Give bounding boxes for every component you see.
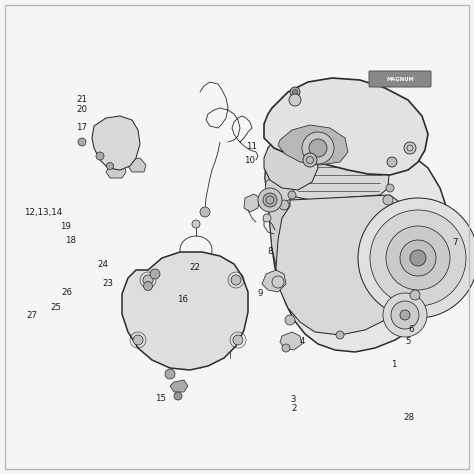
Circle shape bbox=[258, 188, 282, 212]
Circle shape bbox=[386, 151, 394, 159]
Polygon shape bbox=[264, 78, 428, 175]
Circle shape bbox=[352, 129, 360, 137]
Text: 5: 5 bbox=[406, 337, 411, 346]
Text: 23: 23 bbox=[102, 279, 114, 288]
Circle shape bbox=[309, 139, 327, 157]
Circle shape bbox=[288, 191, 296, 199]
Circle shape bbox=[263, 193, 277, 207]
Text: 26: 26 bbox=[61, 289, 72, 297]
Polygon shape bbox=[265, 130, 450, 352]
Circle shape bbox=[144, 282, 153, 291]
Polygon shape bbox=[262, 270, 286, 292]
Circle shape bbox=[285, 315, 295, 325]
Text: 19: 19 bbox=[60, 222, 71, 231]
Circle shape bbox=[383, 195, 393, 205]
Text: MAGNUM: MAGNUM bbox=[386, 76, 414, 82]
Text: 25: 25 bbox=[50, 303, 62, 311]
Circle shape bbox=[78, 138, 86, 146]
Polygon shape bbox=[280, 332, 302, 350]
Text: 22: 22 bbox=[190, 263, 201, 272]
Text: 4: 4 bbox=[300, 337, 305, 346]
Text: 1: 1 bbox=[391, 361, 396, 369]
Polygon shape bbox=[286, 132, 390, 200]
Polygon shape bbox=[264, 134, 318, 190]
Polygon shape bbox=[128, 158, 146, 172]
Text: 20: 20 bbox=[76, 106, 87, 114]
Text: 21: 21 bbox=[76, 95, 87, 104]
Polygon shape bbox=[265, 136, 324, 280]
Circle shape bbox=[282, 344, 290, 352]
Circle shape bbox=[387, 157, 397, 167]
Circle shape bbox=[296, 134, 304, 142]
Text: 15: 15 bbox=[155, 394, 166, 402]
Text: 18: 18 bbox=[64, 237, 76, 245]
Text: 2: 2 bbox=[291, 404, 297, 413]
Circle shape bbox=[404, 142, 416, 154]
Circle shape bbox=[174, 392, 182, 400]
Circle shape bbox=[292, 90, 298, 94]
Circle shape bbox=[183, 257, 193, 267]
Polygon shape bbox=[244, 194, 260, 212]
Circle shape bbox=[410, 250, 426, 266]
Circle shape bbox=[279, 200, 289, 210]
Polygon shape bbox=[446, 248, 464, 268]
Circle shape bbox=[231, 275, 241, 285]
Circle shape bbox=[386, 184, 394, 192]
Circle shape bbox=[233, 335, 243, 345]
Circle shape bbox=[303, 153, 317, 167]
Text: 10: 10 bbox=[244, 156, 255, 164]
Text: 24: 24 bbox=[98, 260, 109, 269]
Circle shape bbox=[143, 275, 153, 285]
Circle shape bbox=[290, 87, 300, 97]
Text: 27: 27 bbox=[27, 311, 38, 320]
Circle shape bbox=[200, 207, 210, 217]
Text: 12,13,14: 12,13,14 bbox=[24, 208, 62, 217]
Text: 3: 3 bbox=[290, 395, 296, 404]
Circle shape bbox=[410, 290, 420, 300]
Circle shape bbox=[150, 269, 160, 279]
Circle shape bbox=[302, 132, 334, 164]
Text: 16: 16 bbox=[176, 295, 188, 304]
Polygon shape bbox=[170, 380, 188, 392]
Polygon shape bbox=[106, 164, 126, 178]
Polygon shape bbox=[278, 125, 348, 165]
Text: 28: 28 bbox=[403, 413, 414, 421]
Circle shape bbox=[289, 94, 301, 106]
Polygon shape bbox=[276, 195, 418, 335]
Polygon shape bbox=[265, 170, 295, 204]
Text: 6: 6 bbox=[409, 326, 414, 334]
Text: 7: 7 bbox=[452, 238, 458, 247]
Circle shape bbox=[400, 240, 436, 276]
Circle shape bbox=[192, 220, 200, 228]
Text: 8: 8 bbox=[267, 247, 273, 255]
Circle shape bbox=[165, 369, 175, 379]
Circle shape bbox=[370, 210, 466, 306]
Circle shape bbox=[133, 335, 143, 345]
Text: 17: 17 bbox=[76, 123, 87, 131]
Text: 11: 11 bbox=[246, 143, 257, 151]
Circle shape bbox=[383, 293, 427, 337]
Polygon shape bbox=[92, 116, 140, 170]
Circle shape bbox=[96, 152, 104, 160]
Polygon shape bbox=[122, 252, 248, 370]
Circle shape bbox=[400, 310, 410, 320]
Circle shape bbox=[391, 301, 419, 329]
FancyBboxPatch shape bbox=[369, 71, 431, 87]
Circle shape bbox=[386, 226, 450, 290]
Circle shape bbox=[336, 331, 344, 339]
Text: 9: 9 bbox=[257, 290, 263, 298]
Circle shape bbox=[107, 163, 113, 170]
Circle shape bbox=[263, 214, 271, 222]
Circle shape bbox=[358, 198, 474, 318]
